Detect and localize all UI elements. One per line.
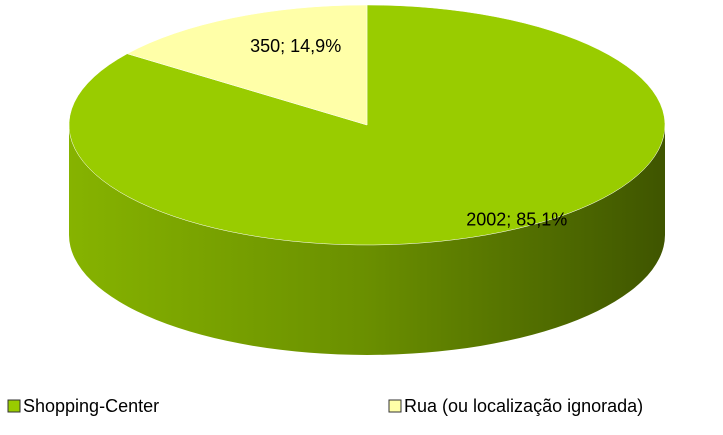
- legend-label: Shopping-Center: [23, 396, 159, 416]
- legend-swatch: [7, 399, 21, 413]
- data-label: 2002; 85,1%: [466, 209, 567, 229]
- legend-label: Rua (ou localização ignorada): [404, 396, 643, 416]
- slice-side: [69, 125, 665, 355]
- data-label: 350; 14,9%: [250, 36, 341, 56]
- slice: [126, 4, 368, 126]
- legend-swatch: [388, 399, 402, 413]
